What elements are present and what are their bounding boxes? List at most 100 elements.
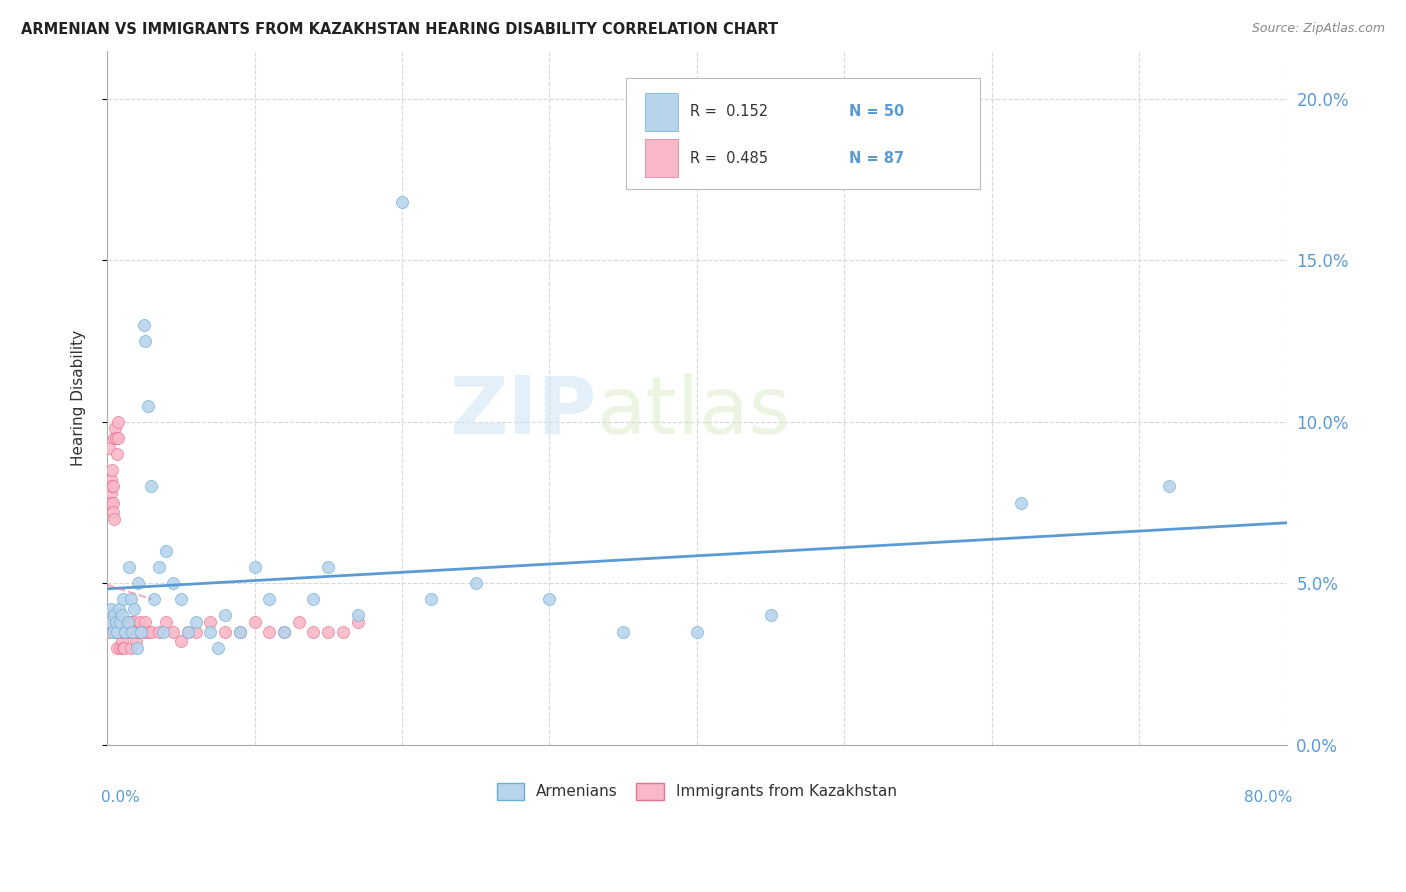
Point: [143, 592, 166, 607]
Text: N = 87: N = 87: [849, 151, 904, 166]
Point: [98, 608, 121, 623]
Point: [108, 640, 131, 655]
Point: [110, 624, 132, 639]
Point: [101, 624, 124, 639]
Text: 0.0%: 0.0%: [101, 789, 141, 805]
Point: [122, 615, 145, 629]
Point: [125, 634, 148, 648]
Point: [111, 634, 134, 648]
Text: ARMENIAN VS IMMIGRANTS FROM KAZAKHSTAN HEARING DISABILITY CORRELATION CHART: ARMENIAN VS IMMIGRANTS FROM KAZAKHSTAN H…: [21, 22, 778, 37]
Point: [105, 640, 128, 655]
Point: [120, 640, 142, 655]
Point: [152, 624, 174, 639]
Point: [100, 486, 122, 500]
Point: [103, 615, 125, 629]
Point: [259, 592, 281, 607]
Point: [117, 624, 139, 639]
Point: [148, 560, 170, 574]
Text: 80.0%: 80.0%: [1244, 789, 1292, 805]
Point: [200, 615, 222, 629]
Point: [110, 615, 132, 629]
Point: [207, 640, 229, 655]
Point: [229, 624, 252, 639]
Point: [120, 624, 142, 639]
Point: [117, 615, 139, 629]
Point: [120, 592, 142, 607]
Point: [229, 624, 252, 639]
Point: [184, 615, 207, 629]
Point: [155, 544, 177, 558]
Text: N = 50: N = 50: [849, 104, 904, 120]
Bar: [645, 139, 678, 178]
Point: [538, 592, 561, 607]
Point: [107, 624, 129, 639]
Point: [105, 431, 128, 445]
Point: [107, 415, 129, 429]
Point: [122, 624, 145, 639]
Point: [98, 495, 121, 509]
Point: [302, 592, 325, 607]
Point: [105, 624, 128, 639]
Point: [122, 602, 145, 616]
Point: [104, 615, 127, 629]
FancyBboxPatch shape: [626, 78, 980, 189]
Point: [316, 624, 339, 639]
Point: [302, 624, 325, 639]
Point: [117, 615, 139, 629]
Point: [101, 479, 124, 493]
Point: [107, 431, 129, 445]
Point: [129, 624, 152, 639]
Point: [118, 560, 141, 574]
Point: [114, 624, 136, 639]
Point: [112, 624, 135, 639]
Point: [134, 334, 156, 348]
Point: [111, 608, 134, 623]
Text: R =  0.485: R = 0.485: [690, 151, 768, 166]
Point: [111, 624, 134, 639]
Point: [108, 624, 131, 639]
Point: [114, 640, 136, 655]
Point: [138, 399, 160, 413]
Point: [124, 624, 146, 639]
Point: [759, 608, 782, 623]
Point: [332, 624, 354, 639]
Point: [103, 511, 125, 525]
Point: [125, 624, 148, 639]
Point: [346, 615, 368, 629]
Point: [98, 615, 121, 629]
Point: [141, 479, 163, 493]
Point: [105, 624, 128, 639]
Point: [129, 624, 152, 639]
Point: [125, 640, 148, 655]
Point: [100, 602, 122, 616]
Point: [134, 615, 156, 629]
Point: [111, 640, 134, 655]
Point: [103, 479, 125, 493]
Text: ZIP: ZIP: [450, 373, 596, 450]
Point: [97, 441, 120, 455]
Point: [98, 615, 121, 629]
Bar: [645, 93, 678, 131]
Point: [420, 592, 443, 607]
Point: [98, 479, 121, 493]
Point: [112, 624, 135, 639]
Point: [132, 624, 155, 639]
Point: [259, 624, 281, 639]
Point: [104, 615, 127, 629]
Point: [686, 624, 709, 639]
Point: [103, 431, 125, 445]
Point: [214, 608, 236, 623]
Point: [108, 615, 131, 629]
Point: [118, 624, 141, 639]
Point: [100, 473, 122, 487]
Point: [214, 624, 236, 639]
Point: [121, 624, 143, 639]
Point: [104, 624, 127, 639]
Point: [100, 495, 122, 509]
Point: [111, 624, 134, 639]
Point: [273, 624, 295, 639]
Point: [177, 624, 200, 639]
Point: [184, 624, 207, 639]
Y-axis label: Hearing Disability: Hearing Disability: [72, 329, 86, 466]
Point: [273, 624, 295, 639]
